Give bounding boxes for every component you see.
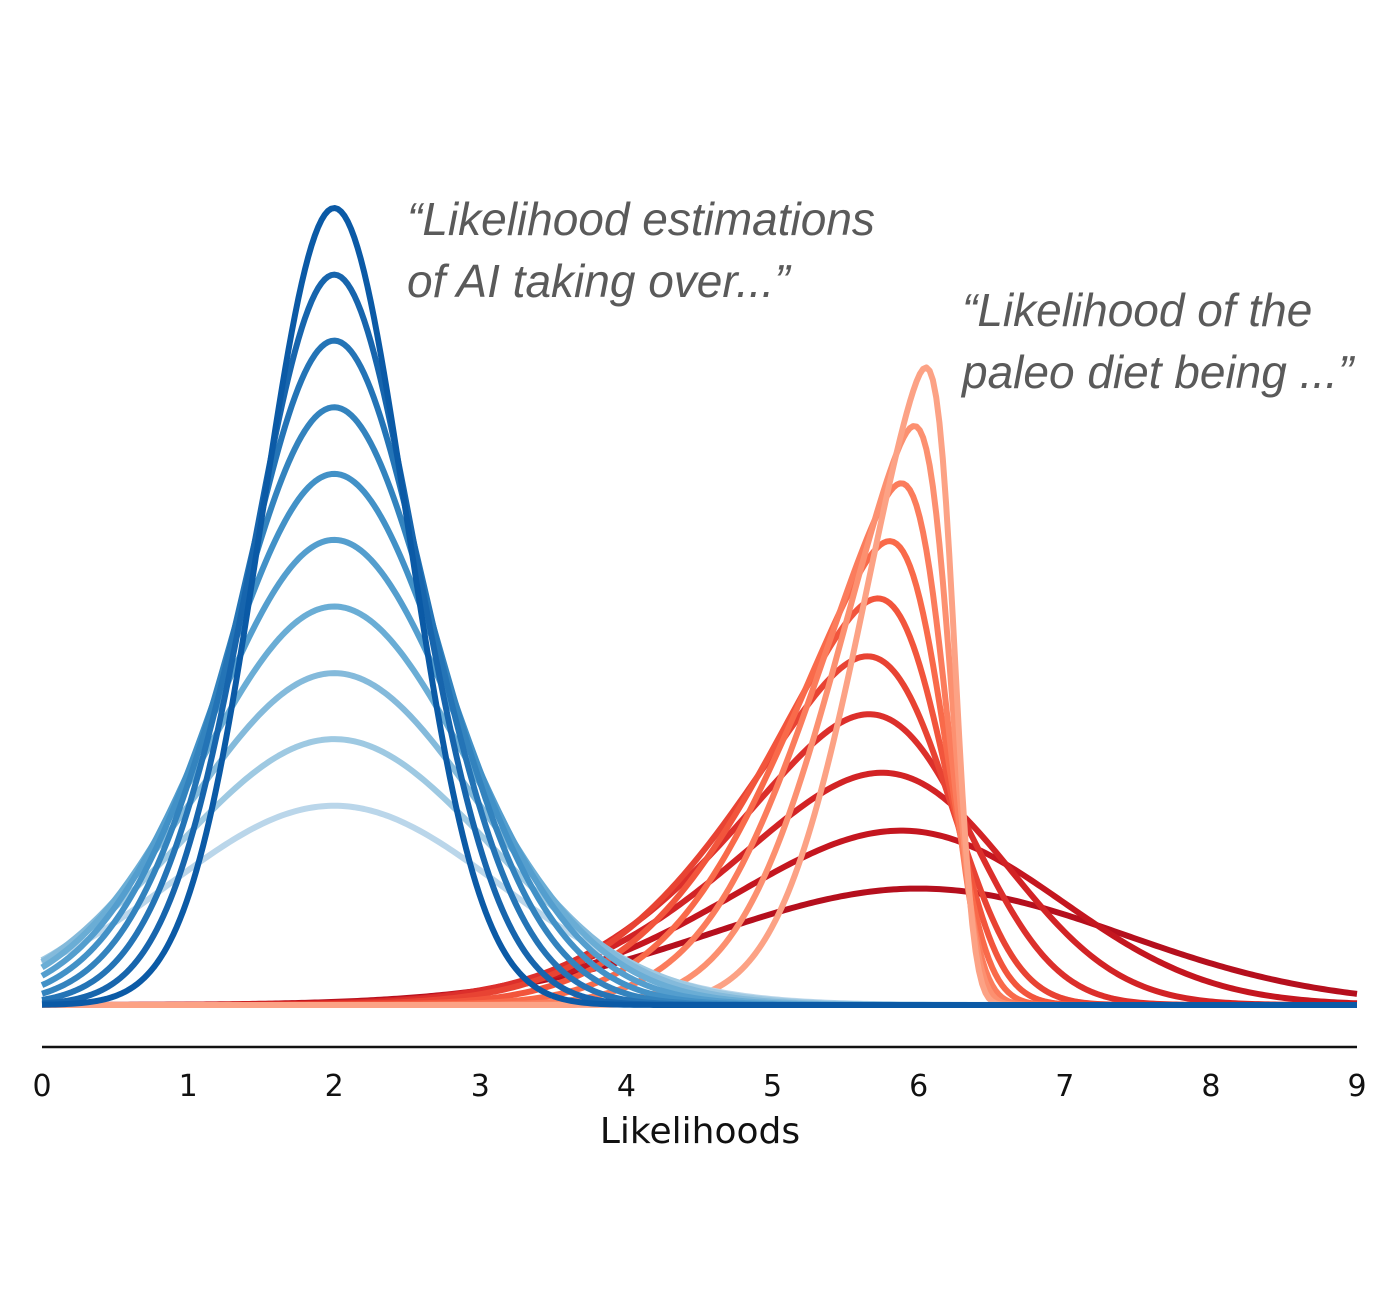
blue-curve-0 [41, 205, 1357, 1008]
x-tick-label-8: 8 [1201, 1069, 1220, 1104]
x-tick-labels: 0 1 2 3 4 5 6 7 8 9 [32, 1069, 1366, 1104]
x-tick-label-0: 0 [32, 1069, 51, 1104]
x-tick-label-4: 4 [617, 1069, 636, 1104]
curves-group [40, 205, 1358, 1008]
red-curve-0 [42, 364, 1357, 1008]
x-tick-label-2: 2 [325, 1069, 344, 1104]
red-curve-2 [42, 480, 1357, 1008]
x-tick-label-5: 5 [763, 1069, 782, 1104]
annotation-ai-line-1: “Likelihood estimations [407, 193, 875, 245]
x-tick-label-6: 6 [909, 1069, 928, 1104]
blue-curve-9 [40, 802, 1357, 1008]
x-tick-label-1: 1 [179, 1069, 198, 1104]
red-curve-5 [42, 653, 1357, 1008]
red-curve-1 [42, 423, 1357, 1008]
x-tick-label-7: 7 [1055, 1069, 1074, 1104]
x-tick-label-3: 3 [471, 1069, 490, 1104]
annotation-paleo-line-2: paleo diet being ...” [960, 346, 1356, 398]
annotation-paleo-line-1: “Likelihood of the [962, 284, 1312, 336]
annotation-ai-line-2: of AI taking over...” [407, 255, 792, 307]
x-tick-label-9: 9 [1347, 1069, 1366, 1104]
x-axis-label: Likelihoods [600, 1111, 800, 1152]
